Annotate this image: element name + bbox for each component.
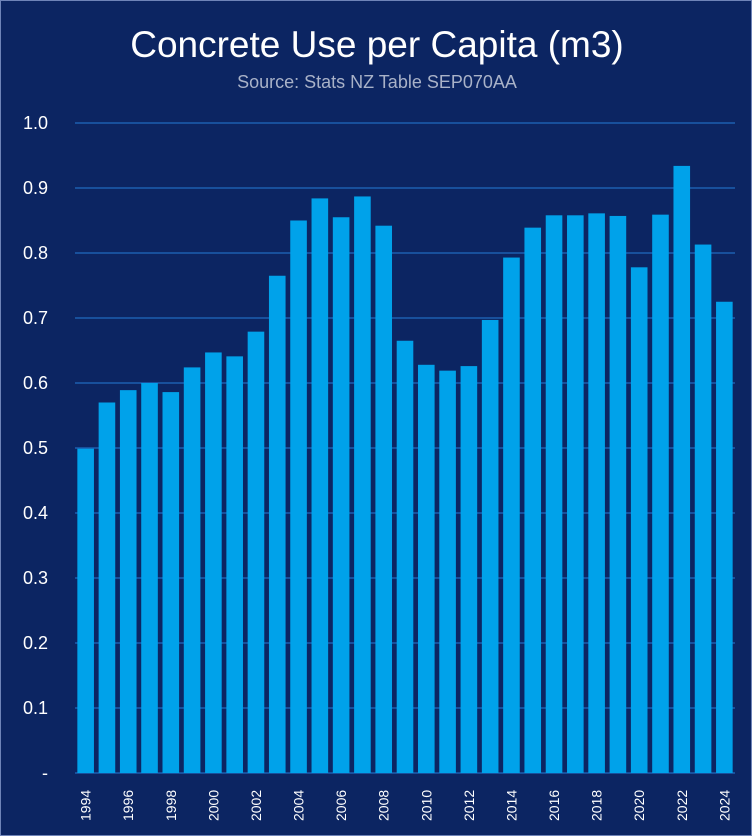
bar-2022 [673, 165, 691, 773]
x-tick-label: 2020 [631, 790, 647, 821]
x-tick-label: 2006 [333, 790, 349, 821]
bar-2021 [652, 214, 669, 773]
x-tick-label: 2018 [589, 790, 605, 821]
bar-2020 [630, 267, 648, 773]
bar-series [77, 165, 733, 774]
y-tick-label: 0.9 [23, 178, 48, 198]
x-tick-label: 2022 [674, 790, 690, 821]
x-tick-label: 2002 [248, 790, 264, 821]
bar-2011 [439, 370, 456, 773]
bar-2019 [609, 215, 627, 773]
bar-2014 [503, 257, 520, 773]
x-tick-label: 1996 [120, 790, 136, 821]
bar-2004 [290, 220, 307, 773]
x-tick-label: 2012 [461, 790, 477, 821]
bar-2005 [311, 198, 329, 773]
bar-2008 [375, 225, 393, 773]
bar-2024 [716, 301, 733, 773]
bar-2018 [588, 213, 605, 774]
bar-2002 [247, 331, 265, 773]
bar-1999 [183, 367, 201, 773]
x-tick-label: 2008 [376, 790, 392, 821]
bar-2009 [396, 340, 414, 773]
y-tick-label: 1.0 [23, 113, 48, 133]
bar-2007 [354, 196, 371, 773]
bar-2023 [694, 244, 712, 774]
y-tick-label: - [42, 763, 48, 783]
bar-1996 [119, 390, 137, 773]
y-tick-label: 0.8 [23, 243, 48, 263]
bar-2006 [332, 217, 350, 773]
x-tick-label: 2014 [503, 790, 519, 821]
x-tick-label: 2016 [546, 790, 562, 821]
chart-title: Concrete Use per Capita (m3) [130, 24, 624, 65]
x-tick-label: 1998 [163, 790, 179, 821]
bar-2015 [524, 227, 542, 773]
x-tick-label: 2010 [418, 790, 434, 821]
y-tick-label: 0.5 [23, 438, 48, 458]
bar-1997 [141, 383, 158, 773]
y-tick-label: 0.1 [23, 698, 48, 718]
y-axis: - 0.1 0.2 0.3 0.4 0.5 0.6 0.7 0.8 0.9 1.0 [23, 113, 48, 783]
bar-2000 [205, 352, 222, 773]
x-axis: 1994 1996 1998 2000 2002 2004 2006 2008 2010 2012… [78, 790, 733, 821]
bar-2016 [545, 215, 563, 774]
bar-2003 [268, 275, 286, 773]
bar-2017 [567, 215, 584, 774]
bar-1994 [77, 448, 94, 773]
bar-2013 [481, 319, 499, 773]
x-tick-label: 2004 [291, 790, 307, 821]
x-tick-label: 2000 [205, 790, 221, 821]
y-tick-label: 0.7 [23, 308, 48, 328]
y-tick-label: 0.2 [23, 633, 48, 653]
y-tick-label: 0.3 [23, 568, 48, 588]
bar-2010 [417, 364, 435, 773]
chart-subtitle: Source: Stats NZ Table SEP070AA [237, 72, 517, 92]
y-tick-label: 0.4 [23, 503, 48, 523]
bar-1995 [98, 402, 116, 773]
y-tick-label: 0.6 [23, 373, 48, 393]
bar-1998 [162, 392, 180, 773]
bar-2012 [460, 366, 478, 773]
bar-2001 [226, 356, 243, 773]
x-tick-label: 2024 [716, 790, 732, 821]
x-tick-label: 1994 [78, 790, 94, 821]
